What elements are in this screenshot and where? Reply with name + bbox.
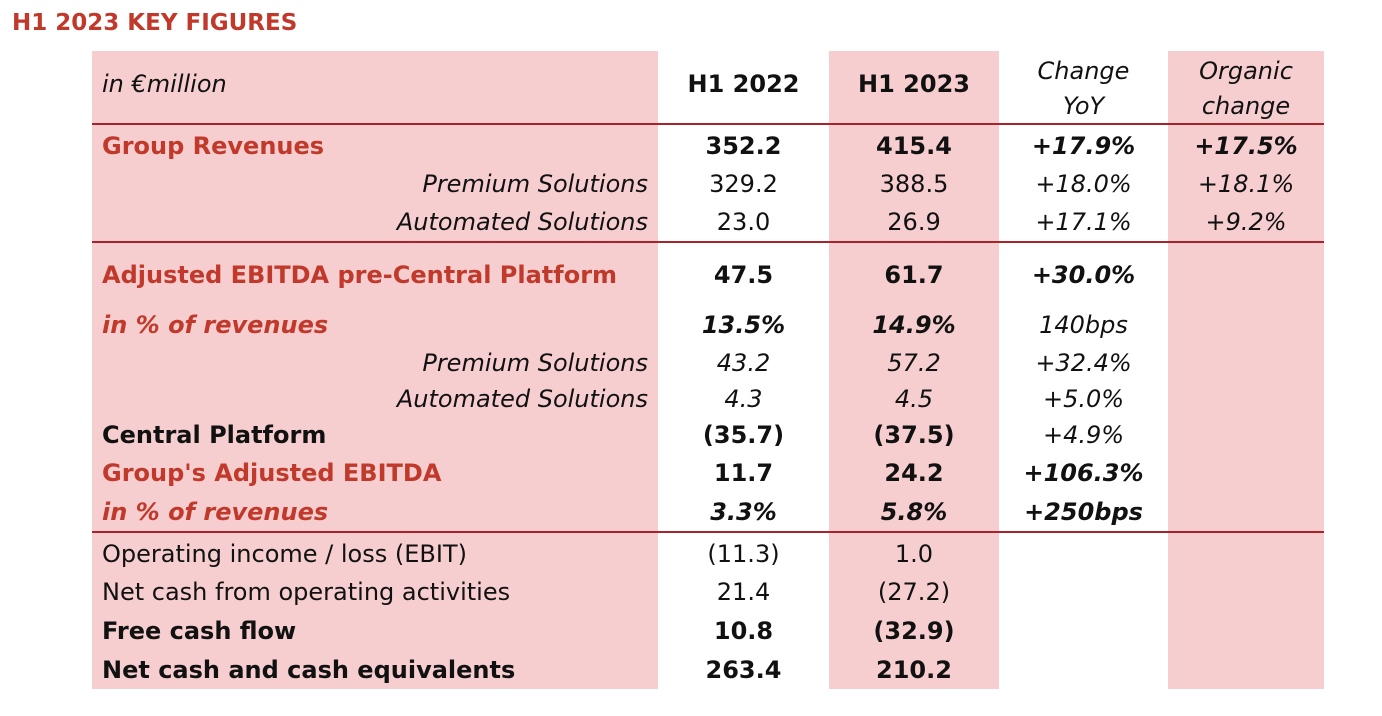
cell-h1-2023: 61.7	[884, 261, 944, 289]
cell-change-yoy: +30.0%	[1031, 261, 1136, 289]
cell-organic-change: +9.2%	[1205, 208, 1287, 236]
column-header-change-line2: YoY	[1062, 92, 1105, 120]
section-divider	[92, 531, 1324, 533]
cell-h1-2022: 43.2	[716, 349, 771, 377]
column-header-organic-line1: Organic	[1199, 57, 1293, 85]
cell-h1-2022: (35.7)	[702, 421, 785, 449]
cell-change-yoy: +18.0%	[1035, 170, 1132, 198]
cell-h1-2022: 263.4	[705, 656, 782, 684]
cell-change-yoy: +17.1%	[1035, 208, 1132, 236]
row-label: Automated Solutions	[396, 385, 648, 413]
cell-change-yoy: 140bps	[1039, 311, 1128, 339]
cell-h1-2022: 3.3%	[710, 498, 777, 526]
cell-change-yoy: +32.4%	[1035, 349, 1132, 377]
cell-h1-2023: 57.2	[887, 349, 941, 377]
column-header-organic-change: Organic change	[1168, 54, 1324, 124]
row-label: Group's Adjusted EBITDA	[102, 459, 442, 487]
cell-h1-2023: (27.2)	[877, 578, 951, 606]
cell-h1-2022: 13.5%	[701, 311, 786, 339]
shaded-band-h1-2023	[829, 51, 999, 689]
cell-change-yoy: +106.3%	[1023, 459, 1144, 487]
row-label: Central Platform	[102, 421, 327, 449]
cell-h1-2022: 352.2	[705, 132, 782, 160]
column-header-h1-2023: H1 2023	[858, 70, 970, 98]
cell-organic-change: +18.1%	[1197, 170, 1295, 198]
page-title: H1 2023 KEY FIGURES	[12, 10, 298, 36]
cell-h1-2022: 21.4	[716, 578, 771, 606]
section-divider	[92, 241, 1324, 243]
cell-change-yoy: +4.9%	[1042, 421, 1125, 449]
cell-h1-2022: 11.7	[713, 459, 774, 487]
row-label: Group Revenues	[102, 132, 325, 160]
cell-change-yoy: +5.0%	[1042, 385, 1125, 413]
cell-h1-2022: 4.3	[724, 385, 763, 413]
cell-h1-2023: 26.9	[887, 208, 941, 236]
unit-label: in €million	[102, 70, 227, 98]
cell-h1-2023: 415.4	[876, 132, 952, 160]
row-label: Free cash flow	[102, 617, 297, 645]
cell-h1-2023: 14.9%	[872, 311, 956, 339]
row-label: Net cash and cash equivalents	[102, 656, 516, 684]
cell-h1-2023: 1.0	[894, 540, 934, 568]
cell-change-yoy: +17.9%	[1031, 132, 1136, 160]
row-label: Premium Solutions	[422, 170, 648, 198]
row-label: Automated Solutions	[396, 208, 648, 236]
shaded-band-organic	[1168, 51, 1324, 689]
cell-organic-change: +17.5%	[1194, 132, 1298, 160]
cell-h1-2022: (11.3)	[707, 540, 780, 568]
cell-h1-2023: 388.5	[879, 170, 949, 198]
cell-h1-2023: 210.2	[876, 656, 952, 684]
cell-h1-2022: 23.0	[716, 208, 771, 236]
column-header-organic-line2: change	[1201, 92, 1291, 120]
cell-h1-2023: 4.5	[894, 385, 934, 413]
row-label: Net cash from operating activities	[102, 578, 511, 606]
cell-h1-2022: 10.8	[713, 617, 774, 645]
row-label: Adjusted EBITDA pre-Central Platform	[102, 261, 618, 289]
row-label: in % of revenues	[102, 498, 329, 526]
row-label: Operating income / loss (EBIT)	[102, 540, 467, 568]
cell-h1-2023: 24.2	[884, 459, 944, 487]
column-header-change-line1: Change	[1037, 57, 1130, 85]
row-label: in % of revenues	[102, 311, 329, 339]
cell-h1-2022: 329.2	[709, 170, 778, 198]
section-divider	[92, 123, 1324, 125]
cell-h1-2023: (37.5)	[873, 421, 955, 449]
row-label: Premium Solutions	[422, 349, 648, 377]
column-header-change-yoy: Change YoY	[999, 54, 1168, 124]
cell-change-yoy: +250bps	[1024, 498, 1143, 526]
cell-h1-2023: (32.9)	[873, 617, 955, 645]
cell-h1-2023: 5.8%	[880, 498, 948, 526]
cell-h1-2022: 47.5	[713, 261, 774, 289]
shaded-band-labels	[92, 51, 658, 689]
column-header-h1-2022: H1 2022	[687, 70, 800, 98]
